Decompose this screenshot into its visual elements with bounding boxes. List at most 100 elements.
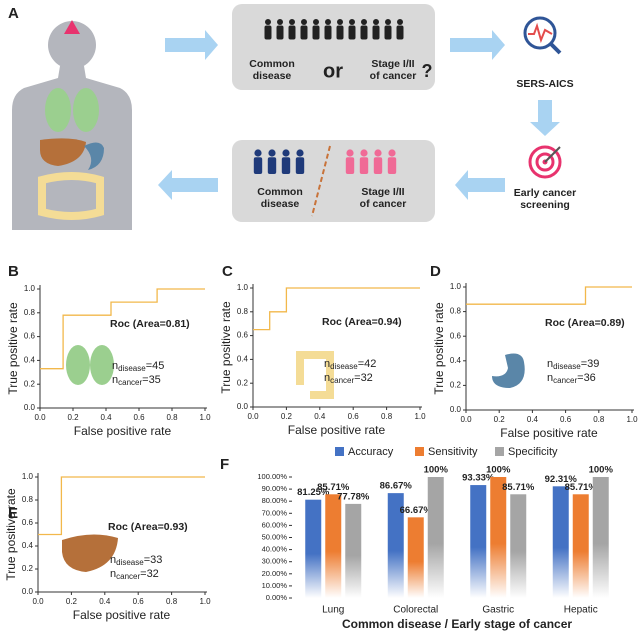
sample-sub: cancer [330,376,354,385]
diagram-text: of cancer [370,70,417,82]
sample-sub: disease [118,364,146,373]
sample-n: n [112,374,118,386]
sample-n: n [110,554,116,566]
x-tick-label: 0.2 [281,412,293,421]
y-tick-label: 0.8 [22,495,34,504]
x-tick-label: 0.2 [67,413,79,422]
y-axis-label: True positive rate [432,302,446,395]
sample-n: n [112,360,118,372]
person-body [336,25,344,40]
diagram-text: disease [253,70,292,82]
panel-label: A [8,5,19,22]
person-head [282,149,290,157]
diagram-text: of cancer [360,198,407,210]
roc-label: Roc (Area=0.94) [322,316,402,328]
y-axis-label: True positive rate [219,301,233,394]
roc-label: Roc (Area=0.81) [110,318,190,330]
y-tick-label: 100.00% [257,472,287,481]
person-body [295,157,305,174]
value-label: 100% [589,465,614,476]
y-tick-label: 70.00% [262,508,288,517]
legend-swatch [335,447,344,456]
y-tick-label: 0.2 [24,379,36,388]
person-head [374,149,382,157]
arrow [165,30,218,60]
value-label: 66.67% [400,505,433,516]
x-tick-label: 0.0 [460,415,472,424]
sample-count: =45 [146,360,165,372]
arrow [450,30,505,60]
people-icons [253,149,305,174]
person-head [349,19,355,25]
panel-label: C [222,263,233,280]
x-tick-label: 1.0 [199,597,211,606]
person-body [312,25,320,40]
y-tick-label: 0.4 [22,541,34,550]
person-body [264,25,272,40]
y-tick-label: 60.00% [262,520,288,529]
y-tick-label: 0.6 [22,518,34,527]
sample-count: =35 [142,374,161,386]
x-tick-label: 0.4 [314,412,326,421]
diagram-text: screening [520,199,570,211]
sample-sub: cancer [116,572,140,581]
y-tick-label: 0.6 [237,331,249,340]
x-tick-label: Hepatic [564,605,598,616]
y-tick-label: 0.8 [450,307,462,316]
sample-count: =32 [140,568,159,580]
person-head [268,149,276,157]
roc-curve [38,476,205,536]
sample-n: n [324,358,330,370]
person-head [360,149,368,157]
x-tick-label: 0.8 [166,597,178,606]
x-tick-label: 0.4 [527,415,539,424]
legend-swatch [415,447,424,456]
sample-sub: cancer [118,378,142,387]
bar [490,477,507,598]
person-head [296,149,304,157]
y-tick-label: 20.00% [262,569,288,578]
x-tick-label: 0.4 [100,413,112,422]
x-tick-label: 1.0 [199,413,211,422]
sample-size: ncancer=32 [110,568,159,581]
person-body [372,25,380,40]
x-tick-label: 0.0 [34,413,46,422]
person-head [313,19,319,25]
body-illustration [12,20,132,230]
or-text: or [323,60,343,82]
bar [345,503,362,598]
sample-count: =33 [144,554,163,566]
legend-label: Specificity [508,446,558,458]
person-body [276,25,284,40]
y-tick-label: 1.0 [24,284,36,293]
bar [305,499,322,598]
sample-size: ncancer=36 [547,372,596,385]
bar [572,494,589,598]
person-body [253,157,263,174]
sample-sub: disease [116,558,144,567]
sample-count: =42 [358,358,377,370]
person-body [384,25,392,40]
y-tick-label: 0.2 [237,378,249,387]
y-tick-label: 0.0 [22,587,34,596]
person-body [359,157,369,174]
person-body [360,25,368,40]
arrow [530,100,560,136]
sample-size: ndisease=45 [112,360,164,373]
panel-label: D [430,263,441,280]
panel-label: B [8,263,19,280]
x-tick-label: 0.2 [494,415,506,424]
x-tick-label: Colorectal [393,605,438,616]
roc-curve [253,287,420,331]
panel-label: E [8,505,18,522]
value-label: 77.78% [337,491,370,502]
y-tick-label: 0.8 [24,308,36,317]
question-mark: ? [422,61,433,81]
x-tick-label: 1.0 [626,415,638,424]
divider [311,145,331,217]
bar [470,485,487,598]
target-icon [528,145,562,179]
person-head [289,19,295,25]
y-tick-label: 0.6 [24,332,36,341]
